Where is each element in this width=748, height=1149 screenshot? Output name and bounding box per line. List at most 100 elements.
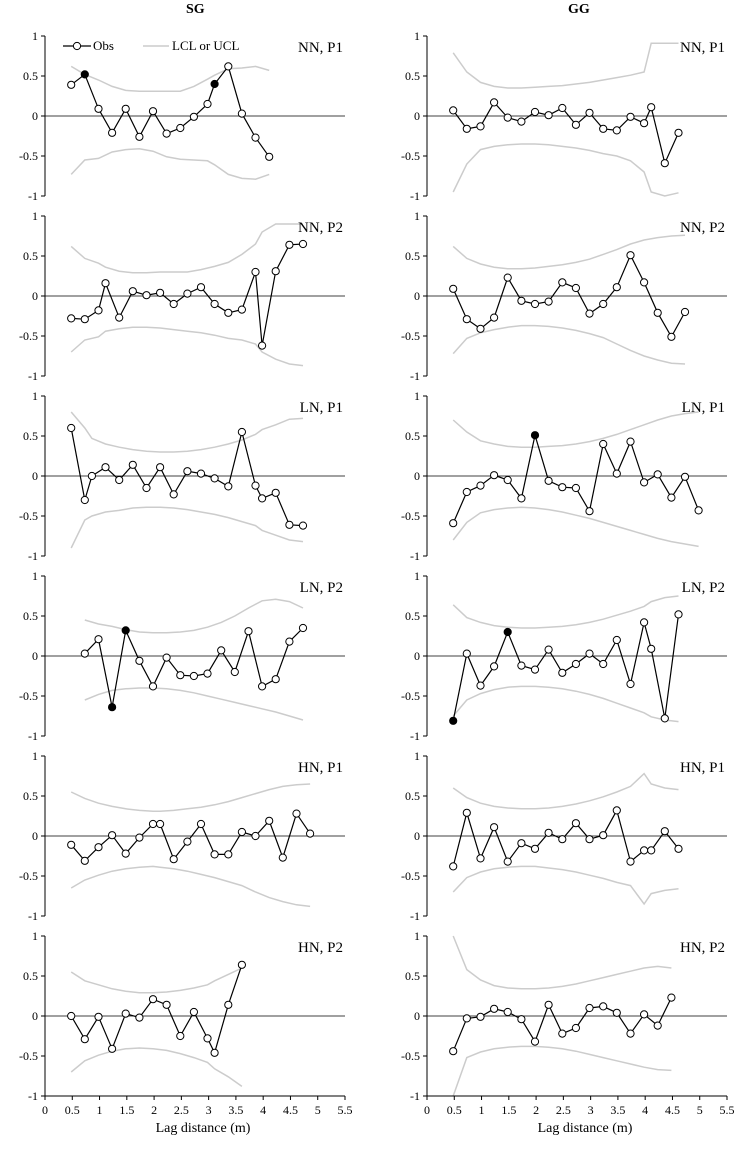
panel-0-obs-point	[148, 107, 158, 116]
panel-9-obs-point	[585, 835, 594, 844]
panel-1-obs-point	[530, 107, 540, 117]
panel-5-obs-point	[599, 439, 608, 449]
panel-9-obs-point	[490, 823, 499, 832]
panel-9-obs-point	[599, 831, 608, 840]
panel-8-obs-point	[156, 819, 165, 829]
panel-5-obs-point	[585, 507, 594, 516]
panel-10-obs-point	[176, 1031, 185, 1041]
panel-7-obs-point	[674, 610, 683, 619]
panel-11-x-tick-label: 1	[479, 1103, 485, 1117]
panel-6-obs-line	[84, 627, 304, 708]
panel-7-y-tick-label: 0	[414, 649, 420, 663]
panel-2-obs-point	[115, 313, 124, 322]
panel-5-obs-point	[544, 476, 553, 485]
panel-9-obs-point	[674, 844, 683, 853]
panel-0-ucl-line	[70, 65, 270, 92]
panel-5-obs-point	[612, 469, 621, 478]
panel-10-x-tick-label: 3.5	[228, 1103, 243, 1117]
panel-9-obs-point	[660, 827, 669, 836]
panel-11-panel-label: HN, P2	[680, 940, 725, 956]
panel-2-obs-point	[251, 267, 260, 277]
panel-3-obs-point	[490, 313, 499, 322]
panel-6-ucl-line	[84, 598, 304, 634]
panel-9-y-tick-label: 0.5	[405, 789, 420, 803]
panel-0-obs-point	[94, 104, 103, 113]
panel-4-obs-point	[285, 520, 294, 529]
panel-7-obs-point	[530, 665, 540, 674]
panel-6-y-tick-label: 0.5	[23, 609, 38, 623]
panel-6-obs-point	[80, 649, 89, 658]
panel-7-significant-point	[449, 716, 458, 725]
panel-11-x-tick-label: 0	[424, 1103, 430, 1117]
panel-8-y-tick-label: 1	[32, 749, 38, 763]
panel-11-x-tick-label: 2	[533, 1103, 539, 1117]
panel-6-obs-point	[148, 682, 158, 691]
panel-2-obs-point	[210, 299, 219, 309]
panel-9-obs-point	[571, 819, 581, 828]
panel-11-obs-line	[452, 997, 672, 1052]
panel-3-obs-point	[530, 299, 540, 309]
panel-11-lcl-line	[452, 1045, 672, 1097]
panel-11-x-tick-label: 5	[697, 1103, 703, 1117]
panel-11-x-tick-label: 4.5	[665, 1103, 680, 1117]
panel-10-y-tick-label: -1	[28, 1089, 38, 1103]
panel-1-obs-point	[647, 103, 656, 112]
panel-0-obs-point	[121, 104, 130, 113]
panel-6-obs-point	[217, 646, 226, 655]
panel-2-lcl-line	[70, 326, 304, 367]
panel-8-obs-point	[169, 855, 178, 864]
panel-3-obs-point	[653, 308, 662, 317]
panel-4-obs-point	[271, 488, 280, 497]
panel-0-obs-point	[162, 129, 171, 138]
panel-8-obs-point	[237, 827, 246, 837]
panel-0-obs-point	[176, 123, 185, 133]
panel-3-y-tick-label: -1	[410, 369, 420, 383]
panel-1-obs-point	[449, 106, 458, 115]
panel-11-obs-point	[585, 1003, 594, 1013]
panel-5-y-tick-label: -1	[410, 549, 420, 563]
panel-8-panel-label: HN, P1	[298, 760, 343, 776]
panel-10-obs-point	[210, 1048, 219, 1057]
panel-11-y-tick-label: 0.5	[405, 969, 420, 983]
panel-8-obs-point	[292, 809, 301, 818]
panel-5-obs-point	[640, 478, 649, 487]
panel-4-panel-label: LN, P1	[300, 400, 343, 416]
panel-2-y-tick-label: -0.5	[19, 329, 38, 343]
panel-4-obs-point	[210, 474, 219, 483]
panel-5-obs-point	[694, 506, 703, 515]
panel-2-y-tick-label: -1	[28, 369, 38, 383]
panel-11-obs-point	[571, 1023, 581, 1033]
panel-10-obs-line	[70, 964, 243, 1055]
panel-0-y-tick-label: -0.5	[19, 149, 38, 163]
panel-11-obs-point	[667, 993, 676, 1002]
panel-10-x-tick-label: 1	[97, 1103, 103, 1117]
panel-4-obs-point	[67, 423, 76, 433]
panel-2-obs-point	[271, 267, 280, 276]
panel-7-obs-point	[626, 679, 635, 689]
panel-9-obs-point	[647, 846, 656, 855]
panel-1-obs-point	[599, 124, 608, 133]
panel-6-obs-point	[94, 635, 103, 644]
panel-2-obs-point	[128, 287, 137, 296]
panel-3-obs-point	[626, 251, 635, 260]
panel-10-obs-point	[237, 960, 246, 969]
panel-3-obs-point	[667, 332, 676, 341]
panel-3-obs-point	[449, 284, 458, 293]
panel-3-y-tick-label: 0.5	[405, 249, 420, 263]
panel-10-panel-label: HN, P2	[298, 940, 343, 956]
panel-7-obs-point	[544, 645, 553, 654]
panel-2-obs-point	[156, 288, 165, 297]
panel-1-lcl-line	[452, 143, 679, 197]
panel-4-obs-point	[298, 521, 308, 530]
panel-7-panel-label: LN, P2	[682, 580, 725, 596]
panel-6-y-tick-label: 1	[32, 569, 38, 583]
panel-0-y-tick-label: 1	[32, 29, 38, 43]
panel-8-obs-point	[80, 856, 89, 865]
panel-11-y-tick-label: 0	[414, 1009, 420, 1023]
panel-2-ucl-line	[70, 223, 303, 274]
panel-0-obs-point	[135, 132, 144, 141]
panel-2-y-tick-label: 1	[32, 209, 38, 223]
panel-9-obs-point	[544, 828, 553, 837]
panel-8-y-tick-label: -0.5	[19, 869, 38, 883]
